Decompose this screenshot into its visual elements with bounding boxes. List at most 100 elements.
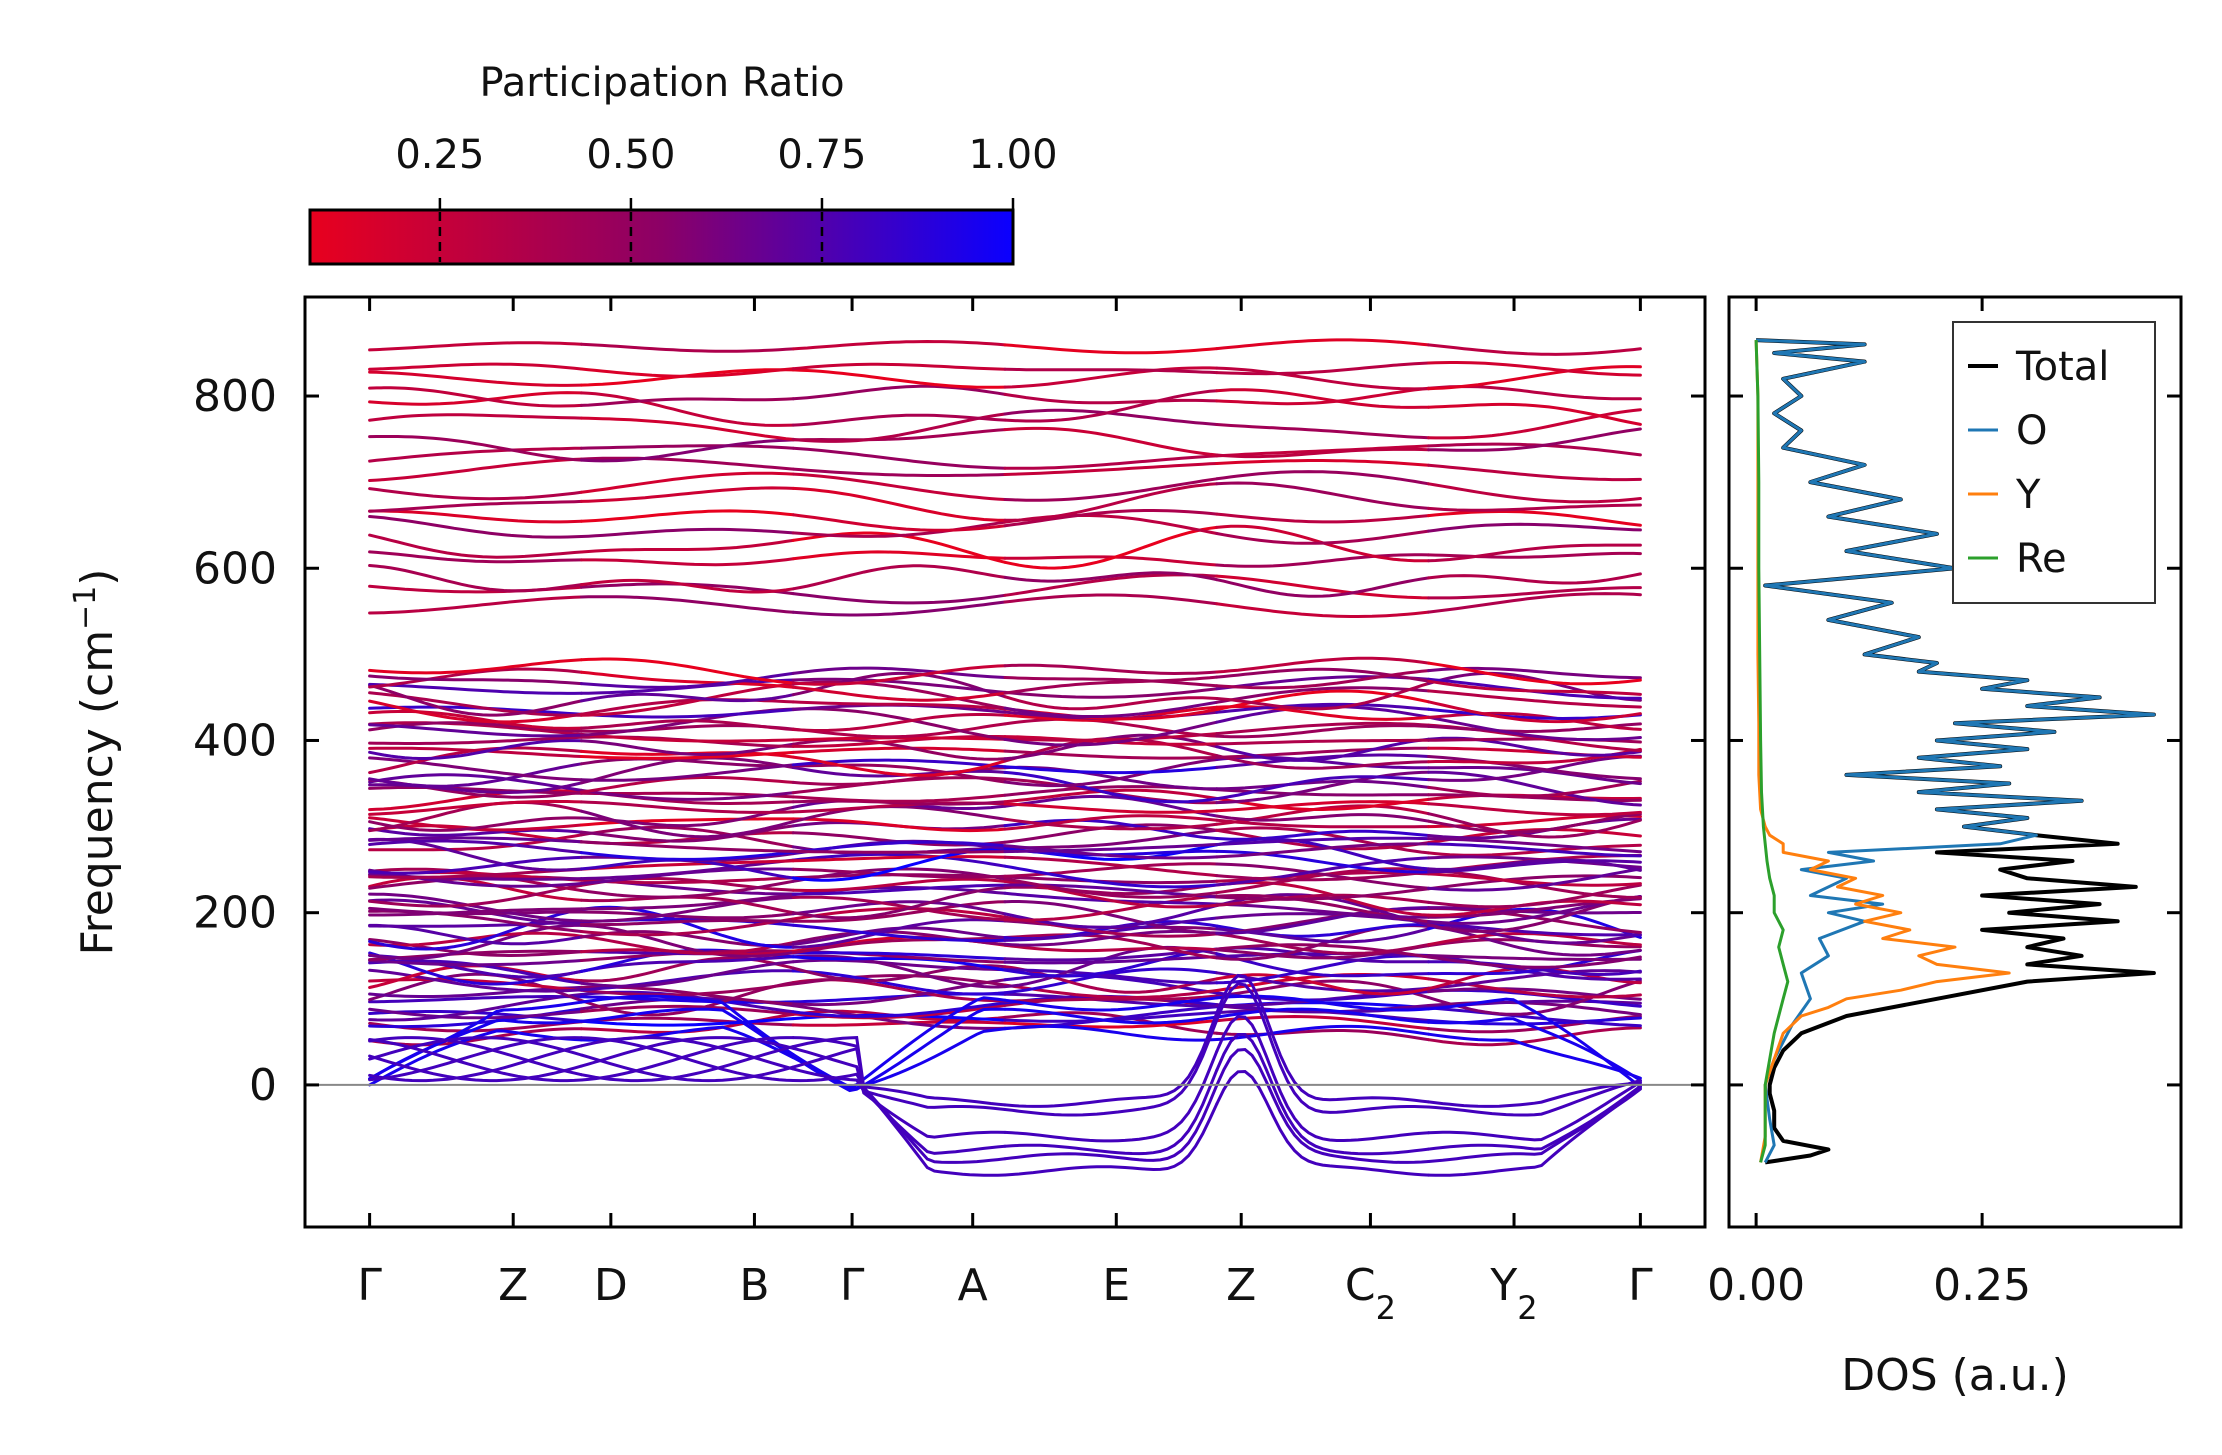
phonon-band	[1215, 386, 1431, 406]
kpoint-label: Z	[498, 1260, 528, 1311]
phonon-band	[1215, 366, 1431, 391]
dos-legend: Total OY Re	[1952, 321, 2156, 604]
phonon-band	[1215, 842, 1431, 859]
acoustic-branch	[1003, 996, 1219, 1012]
phonon-band	[791, 550, 1007, 561]
phonon-band	[1427, 843, 1642, 857]
phonon-band	[791, 763, 1007, 784]
colorbar-title: Participation Ratio	[479, 60, 844, 106]
colorbar-tick-label: 0.75	[777, 132, 866, 178]
phonon-band	[579, 960, 795, 988]
phonon-band	[1003, 700, 1219, 718]
phonon-band	[579, 391, 795, 427]
phonon-band	[1427, 679, 1642, 696]
phonon-band	[1003, 687, 1219, 699]
phonon-band	[368, 836, 583, 844]
phonon-band	[368, 951, 583, 986]
colorbar-ticks: 0.25 0.50 0.75 1.00	[395, 132, 1058, 262]
phonon-band	[368, 362, 583, 371]
acoustic-branch	[1427, 997, 1642, 1089]
phonon-band	[1427, 365, 1642, 391]
soft-mode-branch	[1215, 1033, 1431, 1156]
dos-x-tick-label: 0.00	[1707, 1260, 1805, 1311]
phonon-band	[791, 666, 1007, 679]
phonon-band	[1003, 983, 1219, 999]
phonon-band	[791, 974, 1007, 987]
phonon-band	[791, 817, 1007, 833]
soft-mode-branch	[1215, 973, 1431, 1104]
phonon-band	[1215, 705, 1431, 721]
phonon-band	[1427, 592, 1642, 614]
dos-series-lines	[1754, 338, 2156, 1165]
band-y-axis-title: Frequency (cm−1)	[68, 569, 124, 956]
phonon-band	[579, 858, 795, 881]
phonon-band	[1215, 721, 1431, 736]
phonon-band	[368, 595, 583, 615]
phonon-band	[579, 719, 795, 731]
phonon-band	[1427, 812, 1642, 839]
phonon-band	[791, 793, 1007, 803]
band-axes-frame	[303, 295, 1707, 1229]
phonon-band	[579, 708, 795, 719]
phonon-band	[368, 564, 583, 593]
phonon-band	[579, 982, 795, 997]
phonon-band	[368, 931, 583, 947]
phonon-band	[1003, 477, 1219, 502]
acoustic-branch	[1427, 1032, 1642, 1080]
phonon-band	[791, 368, 1007, 389]
phonon-band	[1427, 482, 1642, 504]
soft-mode-branch	[1427, 1087, 1642, 1163]
phonon-band	[791, 592, 1007, 605]
phonon-band	[579, 578, 795, 594]
phonon-band	[368, 435, 583, 462]
phonon-band	[791, 680, 1007, 710]
phonon-band	[791, 951, 1007, 961]
phonon-band	[368, 773, 583, 792]
phonon-band	[1427, 551, 1642, 559]
kpoint-label: Z	[1226, 1260, 1256, 1311]
soft-mode-branch	[1215, 1047, 1431, 1164]
phonon-band	[579, 342, 795, 353]
phonon-band	[368, 968, 583, 993]
phonon-band	[579, 595, 795, 614]
legend-label-o: O	[2016, 408, 2047, 454]
soft-mode-branch	[368, 1044, 583, 1083]
phonon-band	[368, 985, 583, 998]
phonon-band	[1215, 602, 1431, 618]
phonon-band	[368, 839, 583, 855]
phonon-band	[1003, 900, 1219, 935]
phonon-band	[1427, 572, 1642, 585]
phonon-band	[791, 867, 1007, 879]
phonon-band	[368, 827, 583, 837]
phonon-band	[368, 1027, 583, 1047]
phonon-band	[1003, 967, 1219, 995]
phonon-band	[791, 958, 1007, 972]
phonon-band	[368, 746, 583, 758]
phonon-band	[1215, 862, 1431, 890]
phonon-band	[368, 370, 583, 387]
phonon-band	[791, 1004, 1007, 1030]
phonon-band	[1427, 689, 1642, 709]
phonon-band	[1427, 522, 1642, 533]
phonon-band	[579, 657, 795, 685]
phonon-band	[1215, 973, 1431, 996]
phonon-band	[368, 738, 583, 760]
phonon-band	[791, 671, 1007, 699]
phonon-band	[1215, 669, 1431, 690]
phonon-band	[1427, 343, 1642, 356]
phonon-band	[791, 707, 1007, 741]
phonon-band	[368, 875, 583, 902]
phonon-band	[1215, 447, 1431, 459]
phonon-band	[1003, 943, 1219, 953]
soft-mode-branch	[368, 1036, 583, 1061]
soft-mode-branch	[1427, 1081, 1642, 1108]
phonon-band	[1215, 738, 1431, 746]
soft-mode-branch	[791, 1036, 1007, 1155]
dos-x-axis-title: DOS (a.u.)	[1841, 1350, 2069, 1401]
phonon-band	[1003, 814, 1219, 831]
phonon-band	[1003, 392, 1219, 405]
phonon-band	[1003, 720, 1219, 747]
phonon-band	[791, 664, 1007, 686]
phonon-band	[1003, 915, 1219, 938]
phonon-band	[1215, 470, 1431, 486]
